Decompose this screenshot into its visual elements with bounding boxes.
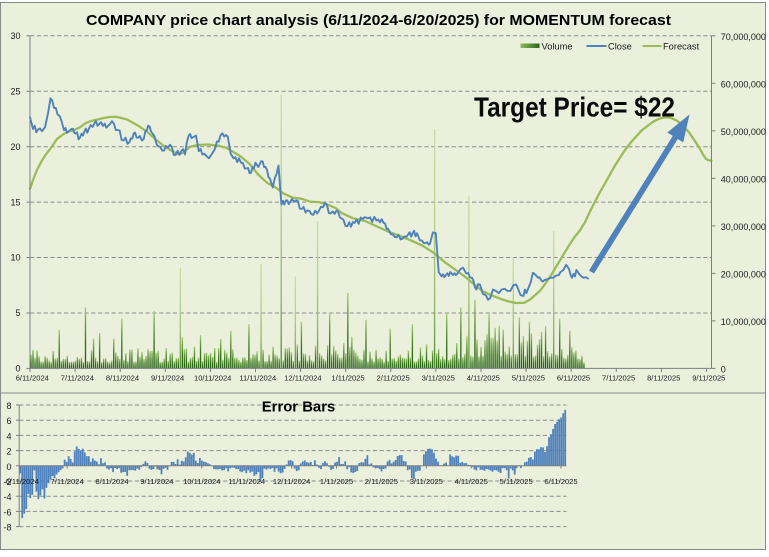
svg-text:0: 0 — [6, 462, 11, 472]
svg-text:9/11/2025: 9/11/2025 — [692, 374, 725, 383]
svg-text:Error Bars: Error Bars — [262, 400, 336, 416]
svg-text:60,000,000: 60,000,000 — [721, 79, 766, 89]
svg-text:3/11/2025: 3/11/2025 — [410, 477, 443, 486]
svg-text:10: 10 — [10, 253, 20, 263]
svg-text:40,000,000: 40,000,000 — [721, 175, 766, 185]
svg-text:9/11/2024: 9/11/2024 — [140, 477, 173, 486]
svg-text:7/11/2024: 7/11/2024 — [50, 477, 83, 486]
svg-text:10/11/2024: 10/11/2024 — [194, 374, 231, 383]
svg-text:-6: -6 — [3, 507, 11, 517]
svg-text:6/11/2025: 6/11/2025 — [544, 477, 577, 486]
svg-text:4/11/2025: 4/11/2025 — [467, 374, 500, 383]
svg-text:1/11/2025: 1/11/2025 — [320, 477, 353, 486]
svg-text:8/11/2024: 8/11/2024 — [106, 374, 139, 383]
svg-text:Target Price= $22: Target Price= $22 — [474, 92, 675, 123]
svg-text:20,000,000: 20,000,000 — [721, 270, 766, 280]
svg-text:8: 8 — [6, 401, 11, 411]
svg-text:COMPANY price chart analysis (: COMPANY price chart analysis (6/11/2024-… — [86, 12, 671, 29]
svg-text:2/11/2025: 2/11/2025 — [365, 477, 398, 486]
svg-text:4/11/2025: 4/11/2025 — [455, 477, 488, 486]
svg-text:30: 30 — [10, 31, 20, 41]
svg-text:1/11/2025: 1/11/2025 — [331, 374, 364, 383]
svg-text:20: 20 — [10, 142, 20, 152]
svg-text:10,000,000: 10,000,000 — [721, 317, 766, 327]
svg-text:2: 2 — [6, 447, 11, 457]
svg-text:Close: Close — [608, 42, 632, 52]
svg-text:0: 0 — [15, 364, 20, 374]
svg-text:25: 25 — [10, 87, 20, 97]
svg-text:5/11/2025: 5/11/2025 — [512, 374, 545, 383]
svg-text:-4: -4 — [3, 492, 11, 502]
svg-text:5/11/2025: 5/11/2025 — [499, 477, 532, 486]
svg-text:2/11/2025: 2/11/2025 — [376, 374, 409, 383]
svg-text:7/11/2025: 7/11/2025 — [602, 374, 635, 383]
svg-text:12/11/2024: 12/11/2024 — [273, 477, 310, 486]
svg-text:6/11/2024: 6/11/2024 — [16, 374, 49, 383]
svg-text:11/11/2024: 11/11/2024 — [239, 374, 276, 383]
svg-text:5: 5 — [15, 308, 20, 318]
svg-text:15: 15 — [10, 197, 20, 207]
svg-text:70,000,000: 70,000,000 — [721, 32, 766, 42]
svg-text:9/11/2024: 9/11/2024 — [151, 374, 184, 383]
svg-text:10/11/2024: 10/11/2024 — [183, 477, 220, 486]
svg-text:30,000,000: 30,000,000 — [721, 222, 766, 232]
svg-text:6/11/2025: 6/11/2025 — [557, 374, 590, 383]
svg-text:50,000,000: 50,000,000 — [721, 127, 766, 137]
svg-text:8/11/2025: 8/11/2025 — [647, 374, 680, 383]
svg-text:11/11/2024: 11/11/2024 — [228, 477, 265, 486]
svg-text:4: 4 — [6, 431, 11, 441]
svg-text:Forecast: Forecast — [663, 42, 700, 52]
svg-text:3/11/2025: 3/11/2025 — [422, 374, 455, 383]
svg-text:6/11/2024: 6/11/2024 — [6, 477, 39, 486]
svg-text:8/11/2024: 8/11/2024 — [95, 477, 128, 486]
svg-text:Volume: Volume — [542, 42, 573, 52]
svg-text:-8: -8 — [3, 523, 11, 533]
svg-text:6: 6 — [6, 416, 11, 426]
svg-text:12/11/2024: 12/11/2024 — [284, 374, 321, 383]
svg-text:7/11/2024: 7/11/2024 — [61, 374, 94, 383]
